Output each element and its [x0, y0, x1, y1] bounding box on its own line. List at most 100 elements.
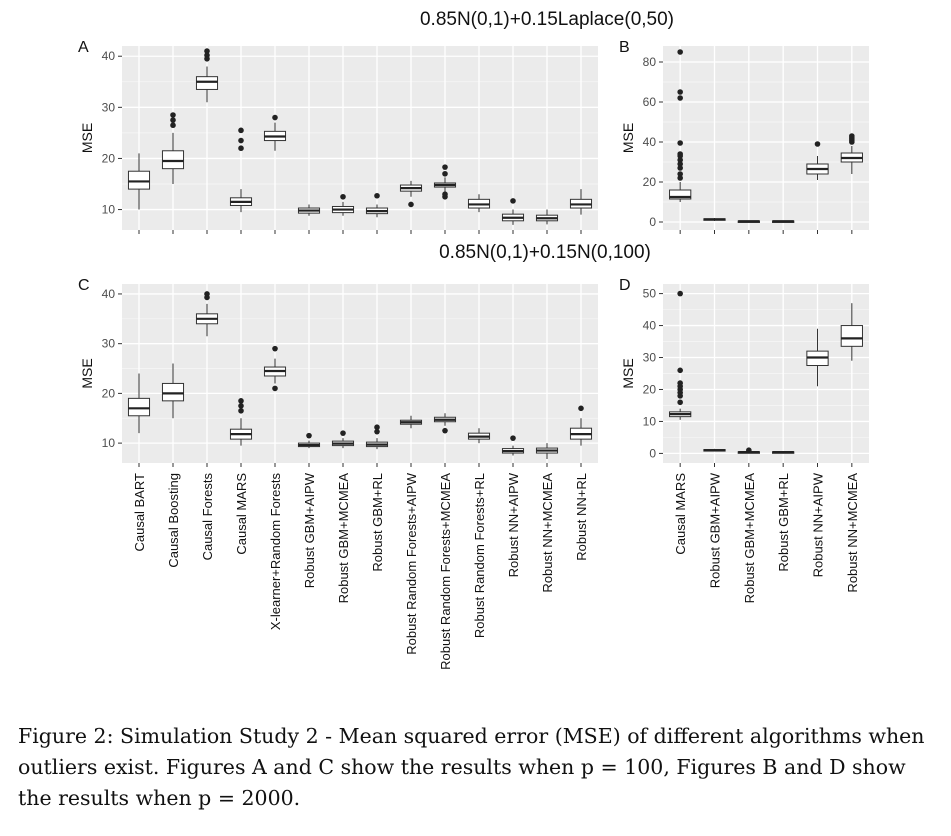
outlier-point	[849, 133, 855, 139]
outlier-point	[374, 192, 380, 199]
box-robust-nn-mcmea	[840, 303, 863, 361]
box-causal-bart	[127, 153, 151, 210]
outlier-point	[238, 127, 244, 134]
plot-background	[122, 284, 598, 463]
box-robust-random-forests-rl	[467, 194, 491, 213]
outlier-point	[170, 117, 176, 123]
box-robust-gbm-aipw	[703, 448, 726, 452]
box-causal-forests	[195, 48, 219, 103]
box-robust-random-forests-rl	[467, 428, 491, 444]
box-causal-bart	[127, 373, 151, 434]
box-robust-gbm-aipw	[297, 432, 321, 449]
outlier-point	[204, 291, 210, 297]
y-axis-label: MSE	[79, 358, 95, 388]
outlier-point	[677, 380, 683, 386]
x-category-label: Robust NN+AIPW	[811, 472, 826, 577]
x-category-label: Robust GBM+MCMEA	[742, 473, 757, 604]
panel-label: B	[619, 39, 630, 56]
outlier-point	[510, 435, 516, 441]
outlier-point	[677, 290, 683, 297]
outlier-point	[442, 164, 448, 170]
y-tick-label: 50	[643, 287, 657, 301]
box-robust-nn-mcmea	[535, 443, 559, 460]
outlier-point	[374, 428, 380, 435]
outlier-point	[238, 137, 244, 144]
box	[161, 150, 185, 170]
box-robust-gbm-rl	[365, 424, 389, 450]
y-tick-label: 30	[102, 337, 116, 351]
x-category-label: Robust NN+AIPW	[506, 472, 521, 577]
box-robust-gbm-rl	[772, 220, 795, 223]
plot-background	[122, 46, 598, 230]
box	[669, 189, 692, 200]
box-robust-nn-mcmea	[535, 209, 559, 225]
x-category-label: Robust NN+RL	[574, 473, 589, 561]
outlier-point	[204, 48, 210, 54]
x-category-label: Robust NN+MCMEA	[845, 473, 860, 593]
x-category-label: Causal MARS	[234, 473, 249, 555]
y-tick-label: 40	[643, 135, 657, 149]
box-robust-nn-mcmea	[840, 133, 863, 174]
y-tick-label: 10	[643, 414, 657, 428]
x-category-label: Robust GBM+AIPW	[708, 472, 723, 588]
y-tick-label: 30	[102, 100, 116, 114]
panel-b: 0 20 40 60 80 MSE B	[619, 39, 869, 234]
x-category-label: Robust GBM+MCMEA	[336, 473, 351, 604]
box-robust-random-forests-mcmea	[433, 164, 457, 200]
y-tick-label: 20	[102, 151, 116, 165]
box-robust-gbm-mcmea	[737, 447, 760, 454]
panel-label: C	[78, 277, 90, 294]
panel-label: D	[619, 277, 631, 294]
outlier-point	[677, 95, 683, 101]
outlier-point	[340, 430, 346, 436]
y-axis-label: MSE	[79, 123, 95, 153]
outlier-point	[306, 432, 312, 439]
box-robust-nn-rl	[569, 189, 593, 215]
figure-caption: Figure 2: Simulation Study 2 - Mean squa…	[18, 724, 925, 810]
outlier-point	[510, 198, 516, 204]
panel-d: 0 10 20 30 40 50 MSE D	[619, 277, 869, 467]
y-tick-label: 10	[102, 203, 116, 217]
x-category-label: Robust Random Forests+RL	[472, 473, 487, 638]
outlier-point	[677, 151, 683, 157]
y-tick-label: 20	[102, 386, 116, 400]
outlier-point	[272, 385, 278, 392]
y-tick-label: 40	[643, 319, 657, 333]
y-tick-label: 20	[643, 175, 657, 189]
x-category-label: Robust GBM+RL	[776, 473, 791, 572]
outlier-point	[677, 140, 683, 146]
box-robust-random-forests-aipw	[399, 180, 423, 208]
x-category-label: Robust GBM+RL	[370, 473, 385, 572]
outlier-point	[677, 367, 683, 374]
outlier-point	[170, 122, 176, 129]
x-category-label: Robust NN+MCMEA	[540, 473, 555, 593]
outlier-point	[442, 427, 448, 434]
outlier-point	[677, 157, 683, 163]
top-title: 0.85N(0,1)+0.15Laplace(0,50)	[420, 9, 674, 30]
y-tick-label: 20	[643, 382, 657, 396]
outlier-point	[408, 201, 414, 208]
outlier-point	[677, 175, 683, 181]
box	[127, 170, 151, 190]
y-axis-label: MSE	[620, 358, 636, 388]
outlier-point	[677, 165, 683, 171]
outlier-point	[578, 405, 584, 412]
box-causal-mars	[229, 398, 253, 446]
box-causal-forests	[195, 291, 219, 337]
box-robust-nn-aipw	[501, 435, 525, 456]
box-robust-gbm-mcmea	[331, 430, 355, 449]
outlier-point	[170, 112, 176, 118]
y-tick-label: 60	[643, 95, 657, 109]
box-causal-mars	[669, 290, 692, 420]
x-category-label: Causal MARS	[673, 473, 688, 555]
outlier-point	[814, 141, 821, 147]
outlier-point	[442, 170, 448, 177]
box-robust-nn-rl	[569, 405, 593, 446]
x-category-label: X-learner+Random Forests	[268, 473, 283, 631]
box-robust-gbm-rl	[365, 192, 389, 218]
outlier-point	[746, 447, 752, 454]
outlier-point	[677, 171, 683, 177]
x-category-label: Causal BART	[132, 473, 147, 552]
box-robust-gbm-mcmea	[331, 193, 355, 216]
